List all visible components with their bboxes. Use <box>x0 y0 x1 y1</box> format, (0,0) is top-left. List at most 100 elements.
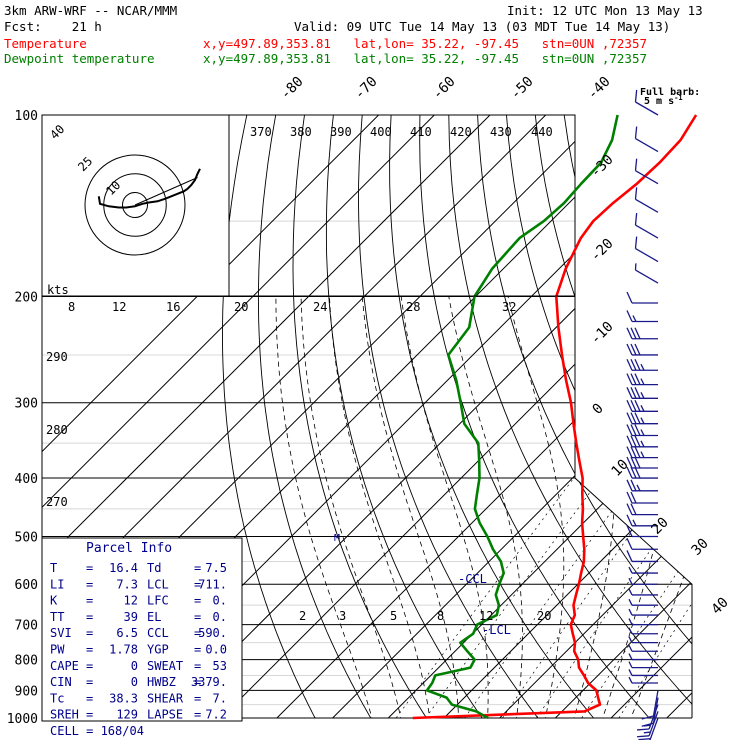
theta-label: 440 <box>531 125 553 139</box>
wind-barb-full <box>630 466 637 479</box>
parcel-right-value: 3379. <box>191 675 227 689</box>
dry-adiabat-line <box>592 115 692 718</box>
dewpoint-line <box>425 114 619 720</box>
wind-barb <box>626 310 658 323</box>
wind-barb <box>628 636 658 644</box>
wind-barb <box>628 618 658 626</box>
wind-barb <box>628 644 658 652</box>
wind-barb <box>628 608 658 616</box>
wind-barb <box>626 491 658 504</box>
wind-barb-full <box>626 343 633 356</box>
parcel-right-value: 0. <box>213 594 227 608</box>
parcel-equals: = <box>86 659 93 673</box>
moist-adiabat-line <box>625 296 692 718</box>
pressure-tick-label: 600 <box>15 578 38 593</box>
parcel-right-label: LFC <box>147 594 169 608</box>
pressure-tick-label: 200 <box>15 291 38 306</box>
parcel-right-label: EL <box>147 610 161 624</box>
parcel-right-value: 711. <box>198 577 227 591</box>
moist-adiabat-line <box>597 296 679 718</box>
wind-barb-half <box>628 669 633 676</box>
parcel-left-value: 0 <box>131 659 138 673</box>
wind-barb <box>626 400 658 412</box>
wind-barb-staff <box>635 247 659 263</box>
wind-barb-staff <box>635 101 659 116</box>
isotherm-label: -50 <box>508 74 537 103</box>
wind-barb <box>634 187 659 213</box>
parcel-equals: = <box>194 610 201 624</box>
wind-barb <box>626 537 658 550</box>
parcel-right-label: HWBZ <box>147 675 176 689</box>
isotherm-label: 40 <box>709 595 732 618</box>
parcel-equals: = <box>194 691 201 705</box>
parcel-right-label: SWEAT <box>147 659 183 673</box>
wind-barb-full <box>641 715 654 720</box>
parcel-left-label: SVI <box>50 626 72 640</box>
wind-barb <box>634 212 659 239</box>
dry-adiabat-line <box>292 115 436 718</box>
wind-barb-half <box>640 429 645 436</box>
mixing-ratio-label: 3 <box>339 609 346 623</box>
pressure-tick-label: 500 <box>15 530 38 545</box>
wind-barb <box>634 263 659 284</box>
wind-barb-staff <box>635 198 659 213</box>
wind-barb-full <box>634 373 641 385</box>
parcel-equals: = <box>86 610 93 624</box>
wind-barb-half <box>632 315 637 322</box>
pressure-tick-label: 1000 <box>7 712 38 727</box>
storm-motion-vector <box>134 177 198 206</box>
mixing-ratio-label: 12 <box>479 609 493 623</box>
parcel-right-value: 7.5 <box>205 561 227 575</box>
barb-key-label: Full barb: <box>640 87 700 98</box>
wind-barb-full <box>634 236 638 249</box>
theta-label: 270 <box>46 495 68 509</box>
hodograph-axis-label: 16 <box>166 300 180 314</box>
wind-barb <box>628 627 658 635</box>
wind-barb <box>626 503 658 516</box>
wind-barb-half <box>640 440 645 448</box>
wind-barb <box>626 479 658 492</box>
theta-label: 420 <box>450 125 472 139</box>
parcel-left-label: PW <box>50 643 65 657</box>
wind-barbs: Full barb:5 m s-1 <box>626 87 700 740</box>
wind-barb-full <box>630 479 637 492</box>
sounding-lines <box>412 114 698 720</box>
wind-barb-half <box>628 661 633 668</box>
isotherm-label: 30 <box>689 536 712 559</box>
theta-label: 430 <box>490 125 512 139</box>
parcel-equals: = <box>86 708 93 722</box>
forecast-hour-label: Fcst: 21 h <box>4 19 102 34</box>
wind-barb <box>634 126 659 153</box>
isotherm-line <box>387 115 692 718</box>
barb-key-units-exponent: -1 <box>674 94 682 102</box>
theta-label: 370 <box>250 125 272 139</box>
wind-barb-half <box>628 598 633 606</box>
wind-barb <box>628 676 658 684</box>
parcel-left-label: LI <box>50 577 64 591</box>
wind-barb-half <box>640 417 645 424</box>
wind-barb <box>626 412 658 425</box>
theta-label: 400 <box>370 125 392 139</box>
isotherm-line <box>42 115 491 718</box>
wind-barb <box>626 514 658 527</box>
parcel-title: Parcel Info <box>86 541 172 556</box>
wind-barb-full <box>634 387 641 399</box>
wind-barb-full <box>634 466 641 479</box>
dry-adiabat-line <box>448 115 692 718</box>
wind-barb-half <box>636 484 641 492</box>
wind-barb-staff <box>635 138 659 153</box>
wind-barb <box>634 158 659 185</box>
wind-barb <box>634 236 659 263</box>
temperature-line <box>412 114 698 720</box>
mixing-ratio-label: 5 <box>390 609 397 623</box>
mixing-ratio-label: 8 <box>437 609 444 623</box>
isotherm-line <box>42 115 435 718</box>
barb-key-units: 5 m s-1 <box>644 94 683 107</box>
mixing-ratio-line <box>464 477 637 718</box>
parcel-left-value: 16.4 <box>109 561 138 575</box>
hodograph-axis-label: 32 <box>502 300 516 314</box>
pressure-tick-label: 400 <box>15 472 38 487</box>
dewpoint-legend: Dewpoint temperature <box>4 51 155 66</box>
mixing-ratio-line <box>395 477 575 718</box>
